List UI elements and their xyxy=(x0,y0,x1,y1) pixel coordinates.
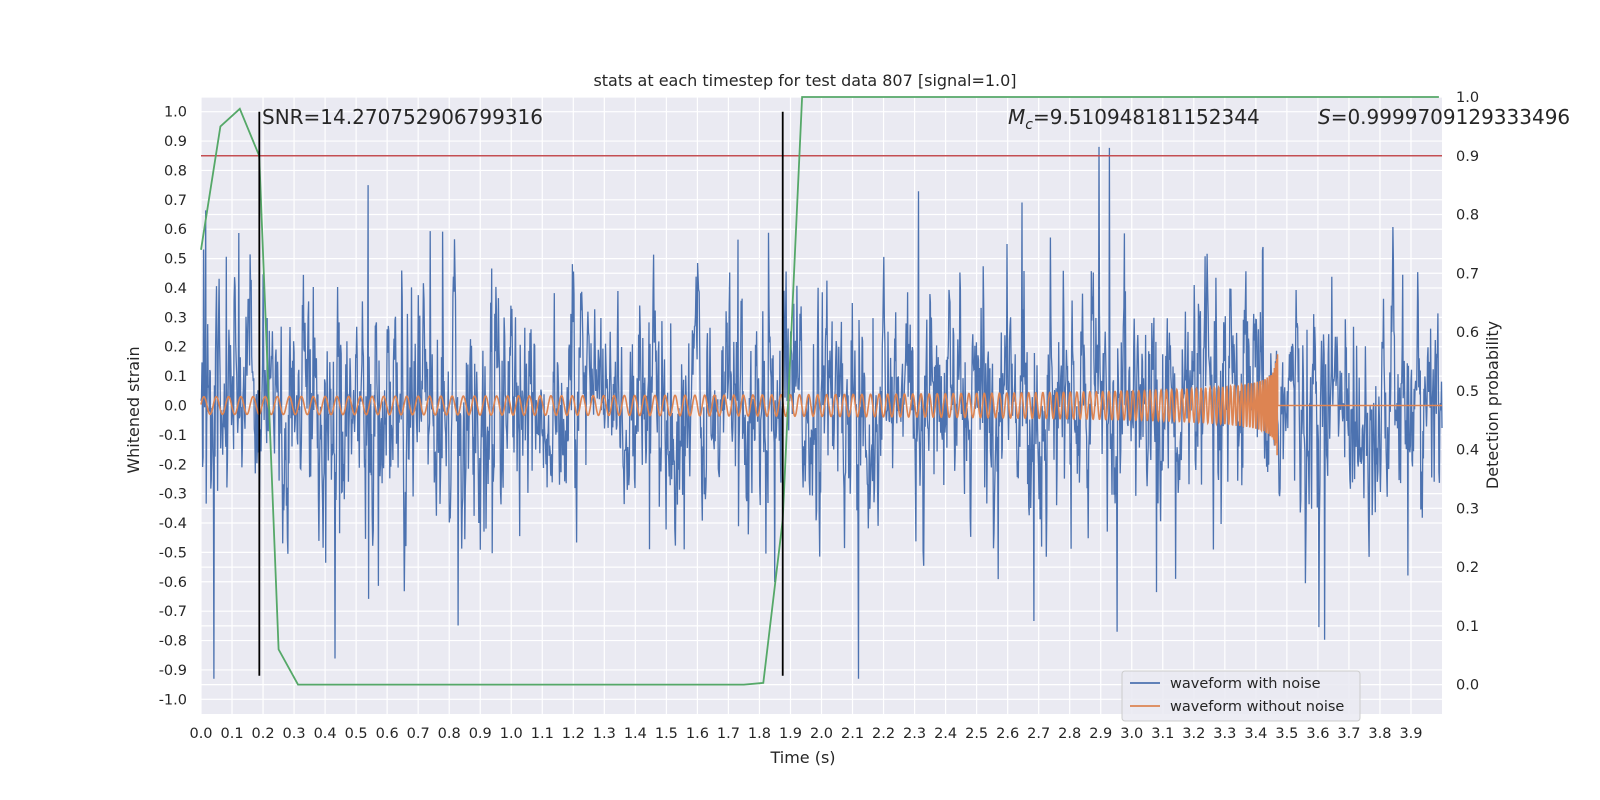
chirp-mass-symbol: M xyxy=(1008,105,1025,129)
y2-tick-label: 1.0 xyxy=(1456,90,1479,106)
y-tick-label: -0.4 xyxy=(159,516,187,532)
x-tick-label: 3.6 xyxy=(1306,726,1329,742)
x-tick-label: 1.6 xyxy=(686,726,709,742)
y-tick-label: -0.3 xyxy=(159,487,187,503)
y2-tick-label: 0.8 xyxy=(1456,208,1479,224)
axis-ticks: 0.0 0.1 0.2 0.3 0.4 0.5 0.6 0.7 0.8 0.9 1.0 1.1 1.2 1… xyxy=(159,90,1479,742)
y2-tick-label: 0.5 xyxy=(1456,384,1479,400)
y-tick-label: -0.5 xyxy=(159,545,187,561)
x-tick-label: 2.0 xyxy=(810,726,833,742)
y2-axis-label: Detection probability xyxy=(1483,321,1502,489)
y-tick-label: 0.5 xyxy=(164,252,187,268)
y2-tick-label: 0.1 xyxy=(1456,619,1479,635)
x-tick-label: 2.8 xyxy=(1058,726,1081,742)
y-tick-label: 0.8 xyxy=(164,163,187,179)
x-tick-label: 2.2 xyxy=(872,726,895,742)
y-tick-label: -0.6 xyxy=(159,575,187,591)
x-tick-label: 3.8 xyxy=(1368,726,1391,742)
y2-tick-label: 0.6 xyxy=(1456,325,1479,341)
y-tick-label: 0.0 xyxy=(164,399,187,415)
y2-tick-label: 0.3 xyxy=(1456,501,1479,517)
x-tick-label: 2.5 xyxy=(965,726,988,742)
y2-tick-label: 0.2 xyxy=(1456,560,1479,576)
x-tick-label: 1.1 xyxy=(531,726,554,742)
y-tick-label: -0.2 xyxy=(159,457,187,473)
x-tick-label: 3.5 xyxy=(1275,726,1298,742)
x-tick-label: 0.4 xyxy=(314,726,337,742)
x-tick-label: 3.9 xyxy=(1399,726,1422,742)
x-tick-label: 0.8 xyxy=(438,726,461,742)
x-tick-label: 3.3 xyxy=(1213,726,1236,742)
x-tick-label: 2.1 xyxy=(841,726,864,742)
x-tick-label: 0.2 xyxy=(252,726,275,742)
chirp-mass-annotation: Mc=9.510948181152344 xyxy=(1008,105,1260,133)
snr-annotation: SNR=14.270752906799316 xyxy=(262,105,543,129)
x-tick-label: 2.9 xyxy=(1089,726,1112,742)
legend-label-noise: waveform with noise xyxy=(1170,676,1321,692)
y-tick-label: 0.2 xyxy=(164,340,187,356)
y-tick-label: -1.0 xyxy=(159,692,187,708)
y2-tick-label: 0.9 xyxy=(1456,149,1479,165)
x-tick-label: 1.4 xyxy=(624,726,647,742)
y-tick-label: -0.1 xyxy=(159,428,187,444)
x-tick-label: 0.7 xyxy=(407,726,430,742)
score-annotation: S=0.9999709129333496 xyxy=(1318,105,1570,129)
x-tick-label: 2.6 xyxy=(996,726,1019,742)
chirp-mass-subscript: c xyxy=(1025,117,1033,133)
y-tick-label: -0.9 xyxy=(159,663,187,679)
x-tick-label: 1.3 xyxy=(593,726,616,742)
y2-tick-label: 0.0 xyxy=(1456,678,1479,694)
x-tick-label: 3.4 xyxy=(1244,726,1267,742)
x-tick-label: 1.5 xyxy=(655,726,678,742)
y-axis-label: Whitened strain xyxy=(124,346,143,473)
x-tick-label: 0.1 xyxy=(220,726,243,742)
x-tick-label: 3.7 xyxy=(1337,726,1360,742)
plot-area xyxy=(200,96,1443,686)
x-tick-label: 1.9 xyxy=(779,726,802,742)
score-symbol: S xyxy=(1318,105,1331,129)
series-waveform-without-noise xyxy=(200,354,1442,456)
x-axis-label: Time (s) xyxy=(769,748,835,767)
x-tick-label: 0.9 xyxy=(469,726,492,742)
x-tick-label: 3.1 xyxy=(1151,726,1174,742)
x-tick-label: 1.2 xyxy=(562,726,585,742)
x-tick-label: 1.8 xyxy=(748,726,771,742)
y-tick-label: 1.0 xyxy=(164,105,187,121)
y-tick-label: 0.9 xyxy=(164,134,187,150)
y-tick-label: 0.6 xyxy=(164,222,187,238)
x-tick-label: 2.4 xyxy=(934,726,957,742)
y2-tick-label: 0.7 xyxy=(1456,266,1479,282)
y-tick-label: -0.7 xyxy=(159,604,187,620)
x-tick-label: 3.2 xyxy=(1182,726,1205,742)
x-tick-label: 1.7 xyxy=(717,726,740,742)
y-tick-label: 0.1 xyxy=(164,369,187,385)
x-tick-label: 2.7 xyxy=(1027,726,1050,742)
x-tick-label: 2.3 xyxy=(903,726,926,742)
x-tick-label: 3.0 xyxy=(1120,726,1143,742)
x-tick-label: 0.5 xyxy=(345,726,368,742)
x-tick-label: 1.0 xyxy=(500,726,523,742)
legend: waveform with noise waveform without noi… xyxy=(1121,670,1361,722)
x-tick-label: 0.0 xyxy=(189,726,212,742)
chirp-mass-value: =9.510948181152344 xyxy=(1033,105,1260,129)
x-tick-label: 0.6 xyxy=(376,726,399,742)
y-tick-label: 0.3 xyxy=(164,310,187,326)
y2-tick-label: 0.4 xyxy=(1456,443,1479,459)
y-tick-label: -0.8 xyxy=(159,634,187,650)
y-tick-label: 0.4 xyxy=(164,281,187,297)
score-value: =0.9999709129333496 xyxy=(1331,105,1570,129)
chart-title: stats at each timestep for test data 807… xyxy=(593,71,1016,90)
y-tick-label: 0.7 xyxy=(164,193,187,209)
legend-box xyxy=(1121,670,1361,722)
x-tick-label: 0.3 xyxy=(283,726,306,742)
legend-label-clean: waveform without noise xyxy=(1170,699,1344,715)
